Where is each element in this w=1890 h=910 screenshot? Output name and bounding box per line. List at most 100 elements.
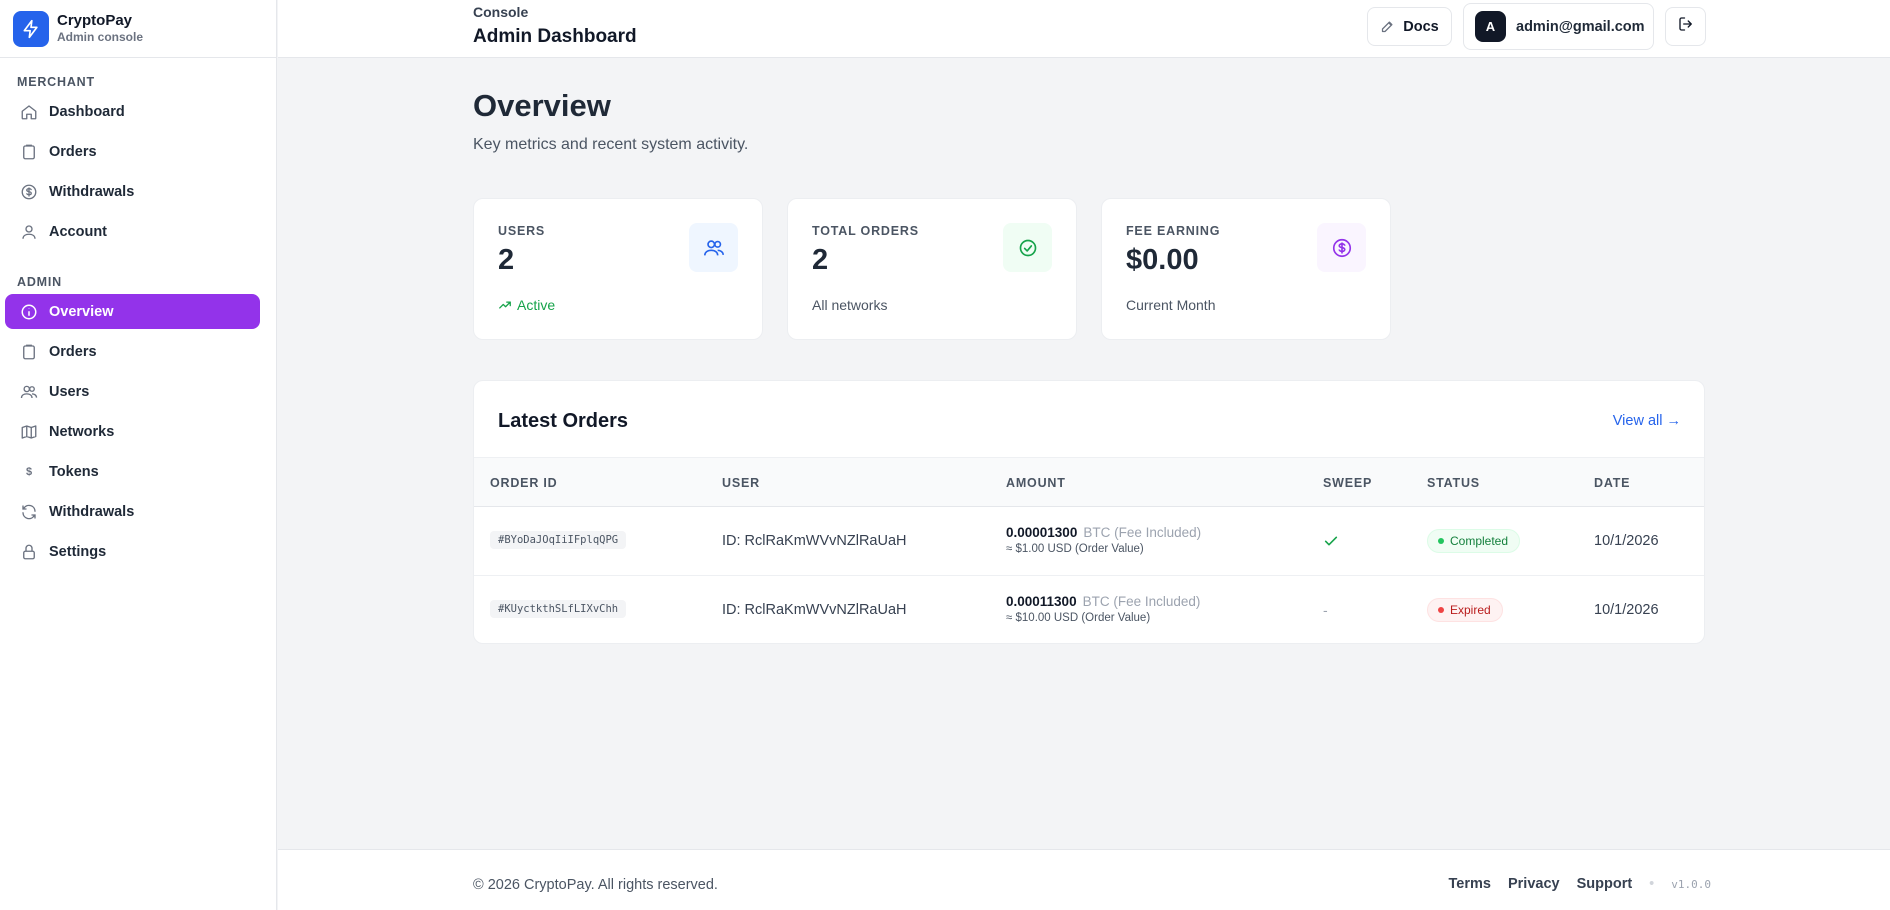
stat-value: 2: [812, 244, 829, 276]
header-eyebrow: Console: [473, 4, 529, 20]
sidebar-item-settings[interactable]: Settings: [5, 534, 260, 569]
stat-value: $0.00: [1126, 244, 1199, 276]
refresh-icon: [19, 502, 39, 522]
latest-orders-panel: Latest Orders View all → ORDER ID USER A…: [473, 380, 1705, 644]
lock-icon: [19, 542, 39, 562]
stat-footer: Active: [498, 297, 555, 313]
brand[interactable]: CryptoPay Admin console: [0, 0, 276, 58]
clipboard-icon: [19, 142, 39, 162]
status-text: Expired: [1450, 603, 1491, 617]
version-label: v1.0.0: [1671, 877, 1711, 891]
sidebar-item-withdrawals[interactable]: Withdrawals: [5, 174, 260, 209]
sidebar-item-users[interactable]: Users: [5, 374, 260, 409]
stat-footer-text: Active: [517, 297, 556, 313]
sidebar-item-label: Settings: [49, 543, 107, 560]
amount-usd: ≈ $1.00 USD (Order Value): [1006, 543, 1144, 555]
order-id[interactable]: #BYoDaJOqIiIFplqQPG: [490, 531, 627, 549]
column-header: SWEEP: [1323, 476, 1373, 490]
table-row[interactable]: #BYoDaJOqIiIFplqQPG ID: RclRaKmWVvNZlRaU…: [474, 507, 1704, 576]
column-header: AMOUNT: [1006, 476, 1066, 490]
order-amount: 0.00011300 BTC (Fee Included) ≈ $10.00 US…: [1006, 594, 1200, 624]
column-header: ORDER ID: [490, 476, 558, 490]
status-badge: Expired: [1427, 598, 1503, 622]
brand-name: CryptoPay: [57, 12, 133, 29]
sidebar-item-admin-orders[interactable]: Orders: [5, 334, 260, 369]
column-header: DATE: [1594, 476, 1631, 490]
section-label-admin: ADMIN: [17, 275, 62, 289]
users-icon: [689, 223, 738, 272]
sidebar-item-admin-withdrawals[interactable]: Withdrawals: [5, 494, 260, 529]
sweep-value: -: [1323, 602, 1328, 618]
sidebar-item-label: Orders: [49, 143, 97, 160]
sidebar-item-label: Overview: [49, 303, 114, 320]
home-icon: [19, 102, 39, 122]
sidebar: CryptoPay Admin console MERCHANT Dashboa…: [0, 0, 277, 910]
order-user: ID: RclRaKmWVvNZlRaUaH: [722, 533, 907, 549]
footer-link-privacy[interactable]: Privacy: [1507, 876, 1560, 892]
sidebar-item-label: Withdrawals: [49, 503, 135, 520]
status-dot: [1438, 607, 1444, 613]
amount-unit: BTC (Fee Included): [1083, 525, 1202, 540]
footer-links: Terms Privacy Support • v1.0.0: [1432, 876, 1711, 892]
sidebar-item-label: Withdrawals: [49, 183, 135, 200]
order-id[interactable]: #KUyctkthSLfLIXvChh: [490, 600, 627, 618]
table-header: ORDER ID USER AMOUNT SWEEP STATUS DATE: [474, 457, 1704, 507]
order-user: ID: RclRaKmWVvNZlRaUaH: [722, 602, 907, 618]
trending-up-icon: [498, 298, 512, 312]
dollar-circle-icon: [19, 182, 39, 202]
users-icon: [19, 382, 39, 402]
brand-subtitle: Admin console: [57, 30, 144, 44]
status-text: Completed: [1450, 534, 1509, 548]
user-email: admin@gmail.com: [1516, 18, 1645, 35]
stat-footer: Current Month: [1126, 297, 1216, 313]
sidebar-item-label: Account: [49, 223, 107, 240]
amount-value: 0.00011300: [1006, 594, 1077, 609]
footer-separator: •: [1649, 876, 1655, 892]
stat-label: FEE EARNING: [1126, 224, 1221, 238]
info-icon: [19, 302, 39, 322]
stat-label: USERS: [498, 224, 546, 238]
order-date: 10/1/2026: [1594, 602, 1659, 618]
docs-label: Docs: [1403, 18, 1439, 35]
footer: © 2026 CryptoPay. All rights reserved. T…: [278, 849, 1890, 910]
sidebar-item-dashboard[interactable]: Dashboard: [5, 94, 260, 129]
status-dot: [1438, 538, 1444, 544]
page-subtitle: Key metrics and recent system activity.: [473, 136, 749, 153]
lightning-icon: [13, 10, 49, 47]
footer-link-terms[interactable]: Terms: [1448, 876, 1491, 892]
orders-title: Latest Orders: [498, 410, 629, 432]
logout-button[interactable]: [1665, 7, 1706, 46]
sidebar-item-overview[interactable]: Overview: [5, 294, 260, 329]
stat-card-total-orders: TOTAL ORDERS 2 All networks: [787, 198, 1077, 340]
section-label-merchant: MERCHANT: [17, 75, 95, 89]
docs-button[interactable]: Docs: [1367, 7, 1452, 46]
check-circle-icon: [1003, 223, 1052, 272]
header-title: Admin Dashboard: [473, 26, 637, 47]
clipboard-icon: [19, 342, 39, 362]
sidebar-item-label: Networks: [49, 423, 115, 440]
amount-unit: BTC (Fee Included): [1082, 594, 1201, 609]
sidebar-item-label: Tokens: [49, 463, 99, 480]
stat-card-users: USERS 2 Active: [473, 198, 763, 340]
sidebar-item-orders[interactable]: Orders: [5, 134, 260, 169]
dollar-circle-icon: [1317, 223, 1366, 272]
stat-footer: All networks: [812, 297, 888, 313]
table-row[interactable]: #KUyctkthSLfLIXvChh ID: RclRaKmWVvNZlRaU…: [474, 576, 1704, 643]
column-header: USER: [722, 476, 760, 490]
footer-link-support[interactable]: Support: [1576, 876, 1633, 892]
sidebar-item-networks[interactable]: Networks: [5, 414, 260, 449]
order-date: 10/1/2026: [1594, 533, 1659, 549]
user-icon: [19, 222, 39, 242]
amount-value: 0.00001300: [1006, 525, 1078, 540]
view-all-link[interactable]: View all →: [1612, 413, 1681, 429]
sweep-check-icon: [1323, 533, 1339, 552]
user-menu-button[interactable]: A admin@gmail.com: [1463, 3, 1654, 50]
sidebar-item-label: Users: [49, 383, 90, 400]
avatar: A: [1475, 11, 1506, 42]
stat-label: TOTAL ORDERS: [812, 224, 919, 238]
dollar-icon: $: [25, 465, 33, 478]
sidebar-item-tokens[interactable]: $ Tokens: [5, 454, 260, 489]
logout-icon: [1677, 15, 1695, 38]
order-amount: 0.00001300 BTC (Fee Included) ≈ $1.00 USD…: [1006, 525, 1201, 555]
sidebar-item-account[interactable]: Account: [5, 214, 260, 249]
